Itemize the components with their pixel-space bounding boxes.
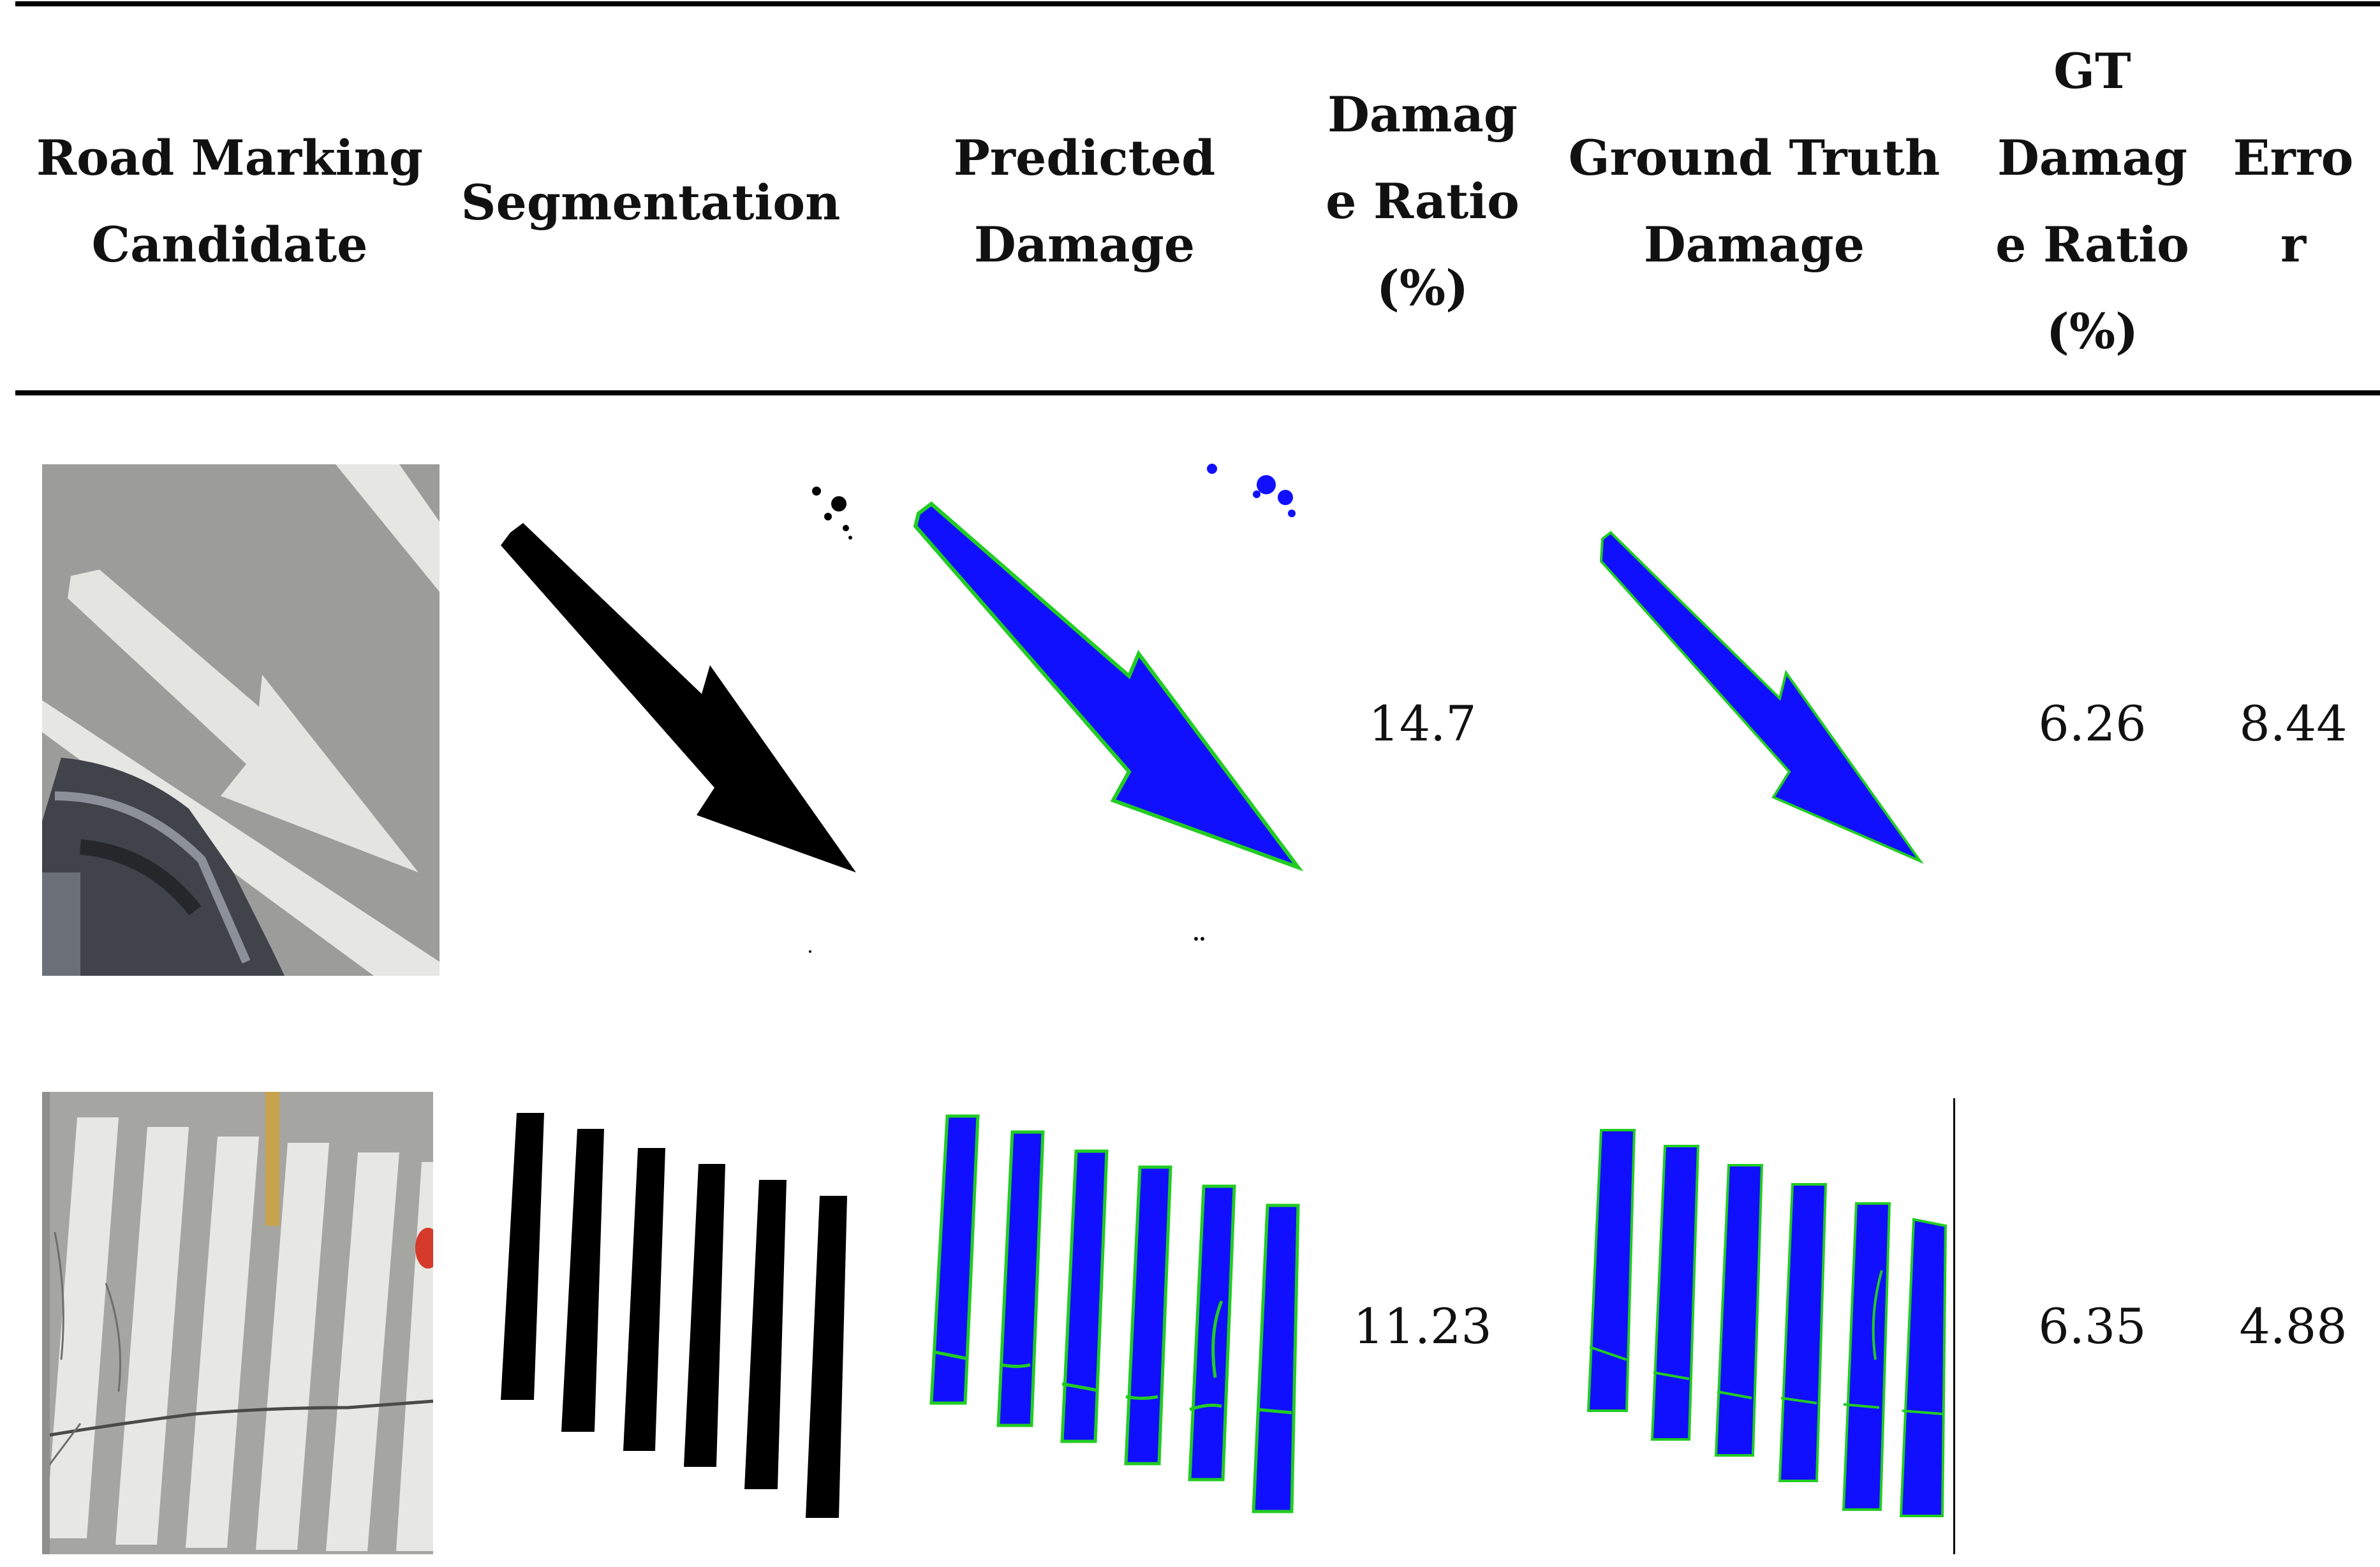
- row1-damage-ratio: 14.7: [1368, 695, 1477, 752]
- row1-ground-truth-damage-mask: [1599, 531, 1924, 864]
- row1-predicted-damage-mask: [913, 464, 1304, 941]
- header-predicted-damage: Predicted Damage: [953, 129, 1216, 273]
- row2-ground-truth-damage-mask: [1586, 1098, 1955, 1554]
- header-damage-ratio: Damag e Ratio (%): [1326, 86, 1519, 316]
- row2-predicted-damage-mask: [929, 1114, 1300, 1513]
- row1-segmentation-mask: [501, 487, 856, 953]
- row2-error: 4.88: [2239, 1298, 2347, 1355]
- table-top-rule: [15, 1, 2380, 6]
- row2-road-marking-photo: [42, 1092, 433, 1554]
- header-segmentation: Segmentation: [461, 174, 841, 231]
- header-ground-truth-damage: Ground Truth Damage: [1568, 129, 1940, 273]
- table-header-rule: [15, 390, 2380, 395]
- row2-segmentation-mask: [501, 1113, 847, 1518]
- row1-gt-damage-ratio: 6.26: [2038, 695, 2147, 752]
- header-road-marking-candidate: Road Marking Candidate: [36, 129, 424, 273]
- header-gt-damage-ratio: GT Damag e Ratio (%): [1995, 43, 2189, 360]
- row2-gt-damage-ratio: 6.35: [2038, 1298, 2147, 1355]
- row1-error: 8.44: [2239, 695, 2347, 752]
- row1-road-marking-photo: [42, 464, 440, 976]
- row2-damage-ratio: 11.23: [1353, 1298, 1492, 1355]
- header-error: Erro r: [2233, 129, 2354, 273]
